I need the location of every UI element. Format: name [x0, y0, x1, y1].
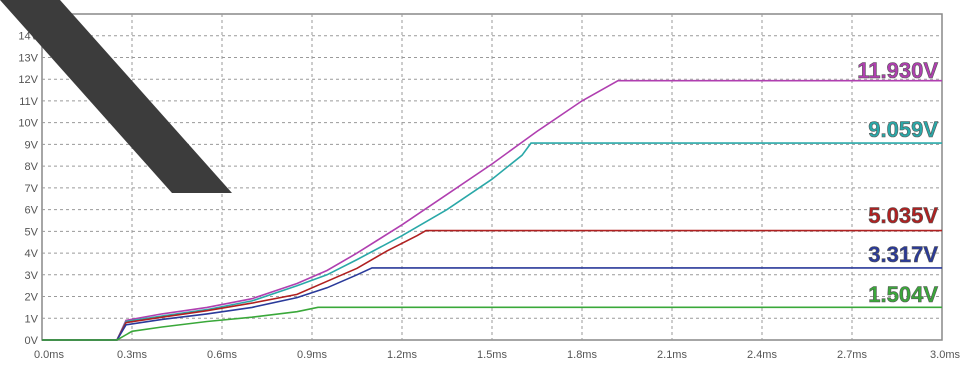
x-tick-label: 2.4ms — [747, 349, 777, 361]
x-tick-label: 0.9ms — [297, 349, 327, 361]
x-axis-ticks: 0.0ms 0.3ms 0.6ms 0.9ms 1.2ms 1.5ms 1.8ms 2.1ms… — [34, 349, 960, 361]
x-tick-label: 3.0ms — [930, 349, 960, 361]
y-tick-label: 8V — [25, 161, 39, 173]
x-tick-label: 0.6ms — [207, 349, 237, 361]
series-line — [42, 79, 942, 341]
y-axis-ticks: 0V1V2V3V4V5V6V7V8V9V10V11V12V13V14V15V — [18, 9, 38, 347]
x-tick-label: 2.1ms — [657, 349, 687, 361]
x-tick-label: 2.7ms — [837, 349, 867, 361]
series-line — [42, 142, 942, 341]
series-value-label: 11.930V — [857, 58, 938, 83]
y-tick-label: 2V — [25, 292, 39, 304]
series-value-label: 9.059V — [868, 117, 938, 142]
value-labels: 11.930V 9.059V 5.035V 3.317V 1.504V — [857, 58, 939, 308]
y-tick-label: 0V — [25, 335, 39, 347]
y-tick-label: 3V — [25, 270, 39, 282]
series-value-label: 5.035V — [868, 203, 938, 228]
series-value-label: 1.504V — [868, 282, 938, 307]
series-line — [42, 229, 942, 341]
y-tick-label: 9V — [25, 139, 39, 151]
y-tick-label: 4V — [25, 248, 39, 260]
y-tick-label: 13V — [18, 52, 38, 64]
series-line — [42, 267, 942, 341]
redaction-stripe — [0, 0, 232, 193]
y-tick-label: 11V — [19, 96, 38, 108]
x-tick-label: 1.2ms — [387, 349, 417, 361]
x-tick-label: 0.3ms — [117, 349, 147, 361]
series-line — [42, 306, 942, 341]
x-tick-label: 1.8ms — [567, 349, 597, 361]
series-value-label: 3.317V — [868, 242, 938, 267]
y-tick-label: 5V — [25, 226, 39, 238]
x-tick-label: 1.5ms — [477, 349, 507, 361]
series-lines — [42, 79, 942, 341]
x-tick-label: 0.0ms — [34, 349, 64, 361]
y-tick-label: 6V — [25, 205, 39, 217]
y-tick-label: 1V — [25, 313, 39, 325]
y-tick-label: 7V — [25, 183, 39, 195]
grid — [42, 14, 942, 340]
y-tick-label: 12V — [18, 74, 38, 86]
y-tick-label: 10V — [18, 118, 38, 130]
